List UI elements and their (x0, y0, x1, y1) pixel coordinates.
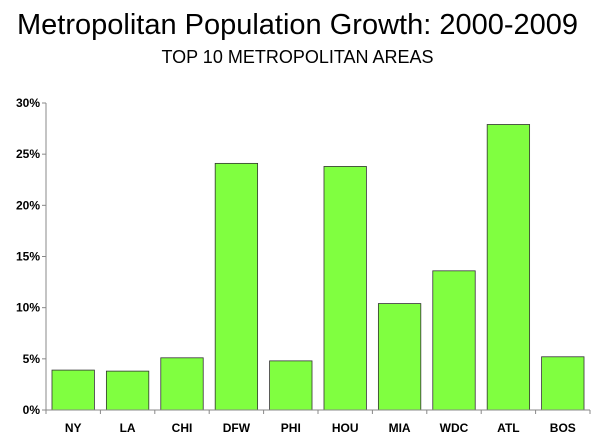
bar-chi (160, 357, 204, 411)
x-tick-label: ATL (497, 421, 519, 435)
x-tick-label: CHI (172, 421, 193, 435)
bar-hou (323, 166, 367, 411)
x-tick-label: NY (65, 421, 82, 435)
bar-atl (486, 124, 531, 411)
x-tick-label: LA (120, 421, 136, 435)
x-tick-label: MIA (389, 421, 411, 435)
bar-la (105, 370, 150, 411)
chart-title: Metropolitan Population Growth: 2000-200… (16, 9, 579, 41)
y-tick-label: 0% (23, 403, 41, 417)
y-tick-label: 25% (16, 147, 40, 161)
bar-dfw (214, 162, 259, 411)
x-axis: NY LA CHI DFW PHI HOU MIA WDC ATL BOS (45, 409, 591, 435)
x-tick-label: DFW (223, 421, 251, 435)
bar-wdc (432, 270, 476, 411)
bar-phi (269, 360, 313, 411)
bars (51, 124, 585, 411)
chart-subtitle: TOP 10 METROPOLITAN AREAS (161, 47, 434, 67)
x-tick-label: WDC (440, 421, 469, 435)
y-tick-label: 30% (16, 96, 40, 110)
x-tick-label: HOU (332, 421, 359, 435)
bar-mia (377, 303, 422, 411)
x-tick-label: PHI (281, 421, 301, 435)
y-axis: 0% 5% 10% 15% 20% 25% 30% (16, 96, 47, 417)
x-tick-label: BOS (550, 421, 576, 435)
y-tick-label: 5% (23, 352, 41, 366)
y-tick-label: 20% (16, 198, 40, 212)
bar-bos (541, 356, 585, 411)
y-tick-label: 15% (16, 250, 40, 264)
bar-ny (51, 369, 95, 411)
y-tick-label: 10% (16, 301, 40, 315)
